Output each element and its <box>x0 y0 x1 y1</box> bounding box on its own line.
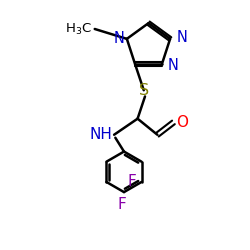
Text: S: S <box>139 83 149 98</box>
Text: NH: NH <box>89 127 112 142</box>
Text: N: N <box>168 58 179 73</box>
Text: N: N <box>114 30 124 46</box>
Text: O: O <box>176 115 188 130</box>
Text: F: F <box>117 196 126 212</box>
Text: H$_3$C: H$_3$C <box>65 22 92 36</box>
Text: N: N <box>176 30 187 45</box>
Text: F: F <box>127 174 136 190</box>
